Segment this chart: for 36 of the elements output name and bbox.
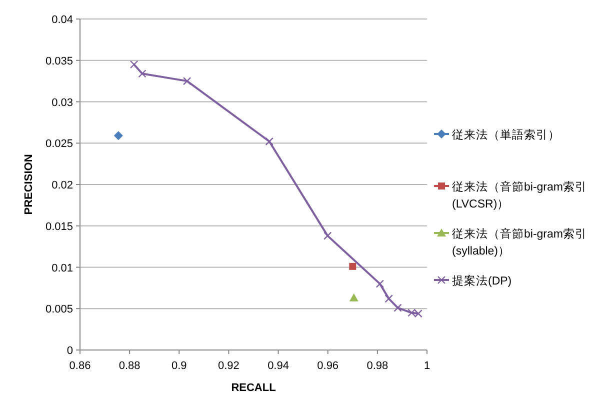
point (394, 304, 402, 312)
point (376, 280, 384, 288)
legend-label: 従来法（音節bi-gram索引(syllable)） (452, 226, 587, 258)
legend-label: 提案法(DP) (452, 274, 512, 288)
y-tick-label: 0.02 (52, 180, 73, 192)
x-axis-title: RECALL (231, 382, 276, 394)
x-tick-label: 0.9 (171, 360, 187, 372)
y-axis-title: PRECISION (23, 154, 35, 215)
x-tick-label: 0.94 (268, 360, 289, 372)
y-tick-label: 0.03 (52, 96, 73, 109)
point (130, 60, 138, 69)
y-tick-label: 0.01 (52, 262, 73, 274)
x-tick-label: 0.92 (218, 360, 240, 372)
x-tick-label: 0.86 (69, 360, 91, 372)
y-tick-label: 0.005 (45, 304, 73, 316)
y-tick-label: 0.025 (45, 138, 73, 150)
point (114, 131, 123, 140)
point (384, 294, 393, 303)
x-tick-label: 1 (424, 360, 430, 372)
x-tick-label: 0.98 (366, 360, 388, 372)
point (408, 308, 416, 317)
point (414, 309, 422, 318)
y-tick-label: 0 (66, 345, 73, 357)
point (324, 232, 332, 240)
y-tick-label: 0.035 (45, 55, 73, 68)
x-tick-label: 0.96 (317, 360, 339, 372)
y-tick-label: 0.04 (52, 14, 73, 26)
legend-label: 従来法（音節bi-gram索引(LVCSR)） (452, 180, 587, 210)
point (349, 293, 358, 302)
point (182, 76, 192, 86)
point (138, 70, 146, 78)
point (349, 262, 356, 270)
y-tick-label: 0.015 (45, 220, 73, 233)
legend-label: 従来法（単語索引） (452, 128, 560, 142)
x-tick-label: 0.88 (118, 360, 140, 372)
point (265, 137, 274, 146)
